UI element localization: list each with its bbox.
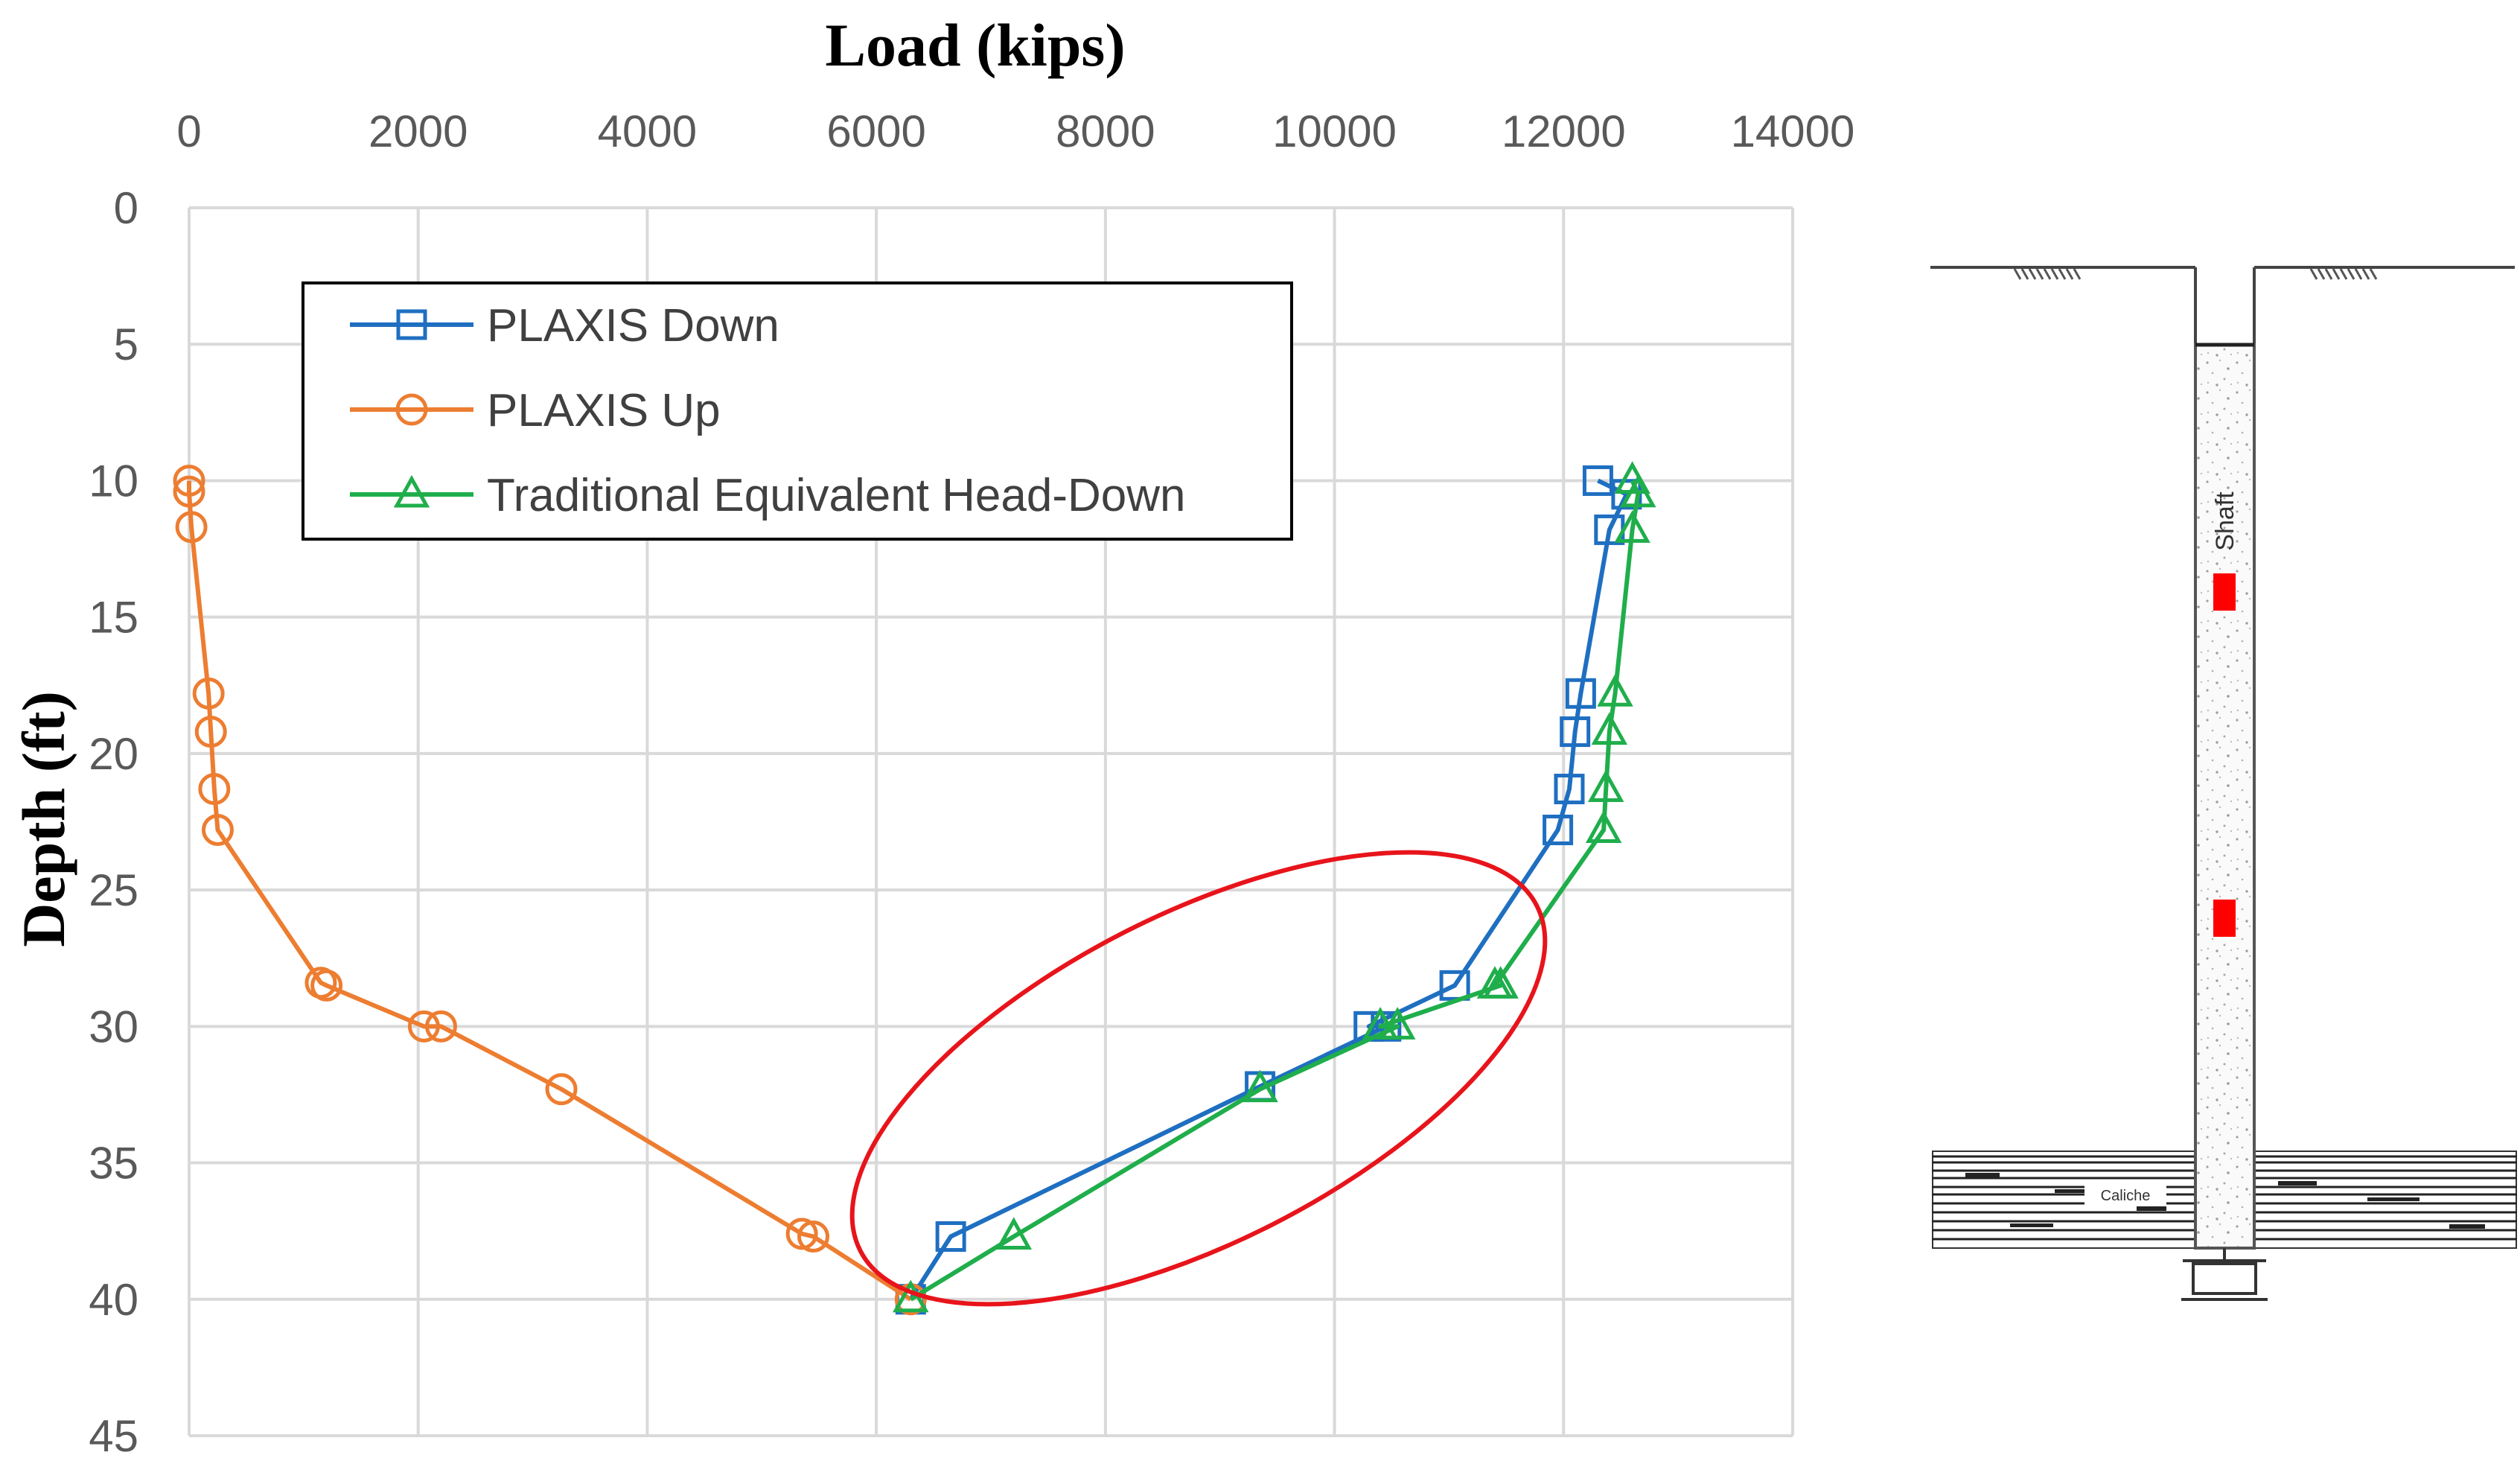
- ground-hatch-right: [2309, 268, 2378, 280]
- y-tick-label: 40: [89, 1275, 138, 1325]
- y-tick-label: 45: [89, 1411, 138, 1461]
- y-tick-label: 0: [114, 183, 138, 233]
- x-tick-label: 6000: [826, 106, 925, 156]
- y-tick-label: 25: [89, 865, 138, 915]
- load-depth-chart: 0 2000 4000 6000 8000 10000 12000 14000 0 5 10 15 2…: [10, 11, 1854, 1461]
- circle-marker: [194, 716, 227, 748]
- triangle-marker: [1482, 966, 1519, 999]
- shaft-diagram: Caliche Shaft: [1930, 266, 2517, 1301]
- y-tick-label: 15: [89, 593, 138, 643]
- circle-marker: [785, 1218, 818, 1250]
- circle-marker: [173, 464, 205, 497]
- y-tick-label: 20: [89, 729, 138, 779]
- triangle-marker: [1585, 810, 1622, 843]
- legend-item-traditional-equivalent-head-down: Traditional Equivalent Head-Down: [350, 470, 1186, 521]
- square-marker: [1554, 774, 1585, 805]
- circle-marker: [545, 1073, 578, 1106]
- circle-marker: [198, 773, 231, 806]
- series-line: [909, 480, 1641, 1302]
- circle-marker: [424, 1010, 457, 1043]
- triangle-marker: [1597, 674, 1633, 707]
- square-marker: [1565, 678, 1596, 709]
- legend-square-marker: [396, 309, 427, 340]
- x-tick-label: 12000: [1502, 106, 1626, 156]
- triangle-marker: [1587, 769, 1624, 803]
- x-tick-label: 8000: [1056, 106, 1155, 156]
- legend-label: Traditional Equivalent Head-Down: [487, 470, 1186, 521]
- legend: PLAXIS Down PLAXIS Up Traditional Equivale…: [302, 281, 1293, 541]
- y-axis-title: Depth (ft): [10, 691, 77, 947]
- series-traditional-equivalent-head-down: [893, 461, 1656, 1313]
- caliche-label-bg: [2084, 1186, 2166, 1205]
- x-tick-label: 2000: [369, 106, 468, 156]
- y-tick-label: 30: [89, 1002, 138, 1051]
- y-tick-label: 5: [114, 319, 138, 369]
- triangle-marker: [1242, 1069, 1278, 1103]
- x-tick-label: 14000: [1731, 106, 1855, 156]
- x-tick-labels: 0 2000 4000 6000 8000 10000 12000 14000: [176, 106, 1854, 156]
- legend-label: PLAXIS Up: [487, 385, 721, 436]
- square-marker: [935, 1221, 966, 1252]
- strain-gauge-lower: [2213, 900, 2236, 937]
- circle-marker: [201, 813, 234, 846]
- series-line: [187, 480, 912, 1302]
- x-tick-label: 4000: [598, 106, 697, 156]
- strain-gauge-upper: [2213, 573, 2236, 611]
- caliche-label: Caliche: [2101, 1188, 2151, 1204]
- series-plaxis-up: [173, 464, 927, 1316]
- circle-marker: [175, 511, 208, 544]
- legend-circle-marker: [395, 393, 428, 426]
- x-tick-label: 10000: [1272, 106, 1397, 156]
- x-axis-title: Load (kips): [825, 11, 1125, 79]
- triangle-marker: [1591, 712, 1628, 745]
- legend-items: PLAXIS Down PLAXIS Up Traditional Equivale…: [350, 300, 1186, 521]
- ground-hatch-left: [2013, 268, 2082, 280]
- legend-item-plaxis-down: PLAXIS Down: [350, 300, 779, 351]
- series-line: [908, 478, 1629, 1301]
- legend-label: PLAXIS Down: [487, 300, 779, 351]
- triangle-marker: [1620, 474, 1656, 508]
- series-layer: [173, 461, 1656, 1316]
- triangle-marker: [893, 1279, 929, 1313]
- circle-marker: [407, 1010, 440, 1043]
- load-cell: [2181, 1248, 2268, 1301]
- triangle-marker: [1379, 1007, 1416, 1040]
- triangle-marker: [1614, 510, 1650, 543]
- square-marker: [1560, 716, 1591, 748]
- circle-marker: [797, 1220, 830, 1253]
- y-tick-label: 10: [89, 456, 138, 506]
- shaft: [2194, 343, 2256, 1250]
- circle-marker: [173, 475, 205, 508]
- highlight-ellipse: [849, 850, 1548, 1307]
- triangle-marker: [1362, 1007, 1399, 1040]
- x-tick-label: 0: [176, 106, 201, 156]
- legend-triangle-marker: [393, 474, 430, 508]
- triangle-marker: [995, 1217, 1033, 1250]
- y-tick-label: 35: [89, 1139, 138, 1188]
- shaft-label: Shaft: [2211, 491, 2239, 551]
- circle-marker: [192, 677, 225, 710]
- legend-item-plaxis-up: PLAXIS Up: [350, 385, 721, 436]
- square-marker: [1543, 814, 1574, 845]
- circle-marker: [310, 969, 343, 1002]
- y-tick-labels: 0 5 10 15 20 25 30 35 40 45: [89, 183, 138, 1461]
